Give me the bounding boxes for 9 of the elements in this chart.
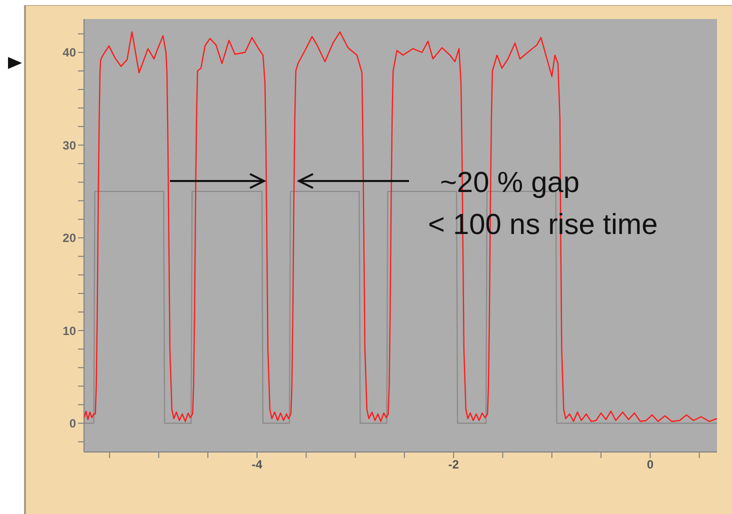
y-tick-label: 0 — [69, 416, 76, 431]
y-tick-label: 20 — [62, 231, 76, 246]
x-tick-label: 0 — [646, 458, 654, 472]
y-tick-label: 10 — [62, 324, 76, 338]
line-series — [84, 31, 717, 422]
y-tick-label: 40 — [62, 46, 76, 60]
x-tick-label: -4 — [252, 458, 263, 472]
y-tick-label: 30 — [62, 138, 76, 152]
x-tick-label: -2 — [448, 458, 460, 472]
